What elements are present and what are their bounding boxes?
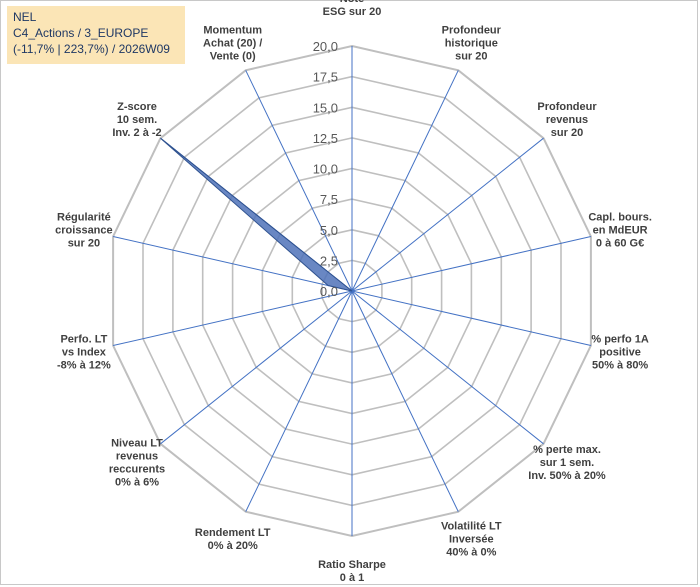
category-label-line: revenus xyxy=(116,451,158,463)
category-label: % perte max. sur 1 sem. Inv. 50% à 20% xyxy=(528,444,606,482)
category-label-line: Achat (20) / xyxy=(203,38,262,50)
category-label-line: Note xyxy=(340,0,364,5)
category-label-line: Profondeur xyxy=(442,25,502,37)
category-label-line: Inv. 50% à 20% xyxy=(528,470,606,482)
category-label-line: Momentum xyxy=(203,25,262,37)
title-line-1: NEL xyxy=(13,10,37,24)
category-label: Momentum Achat (20) / Vente (0) xyxy=(203,25,262,63)
title-line-3: (-11,7% | 223,7%) / 2026W09 xyxy=(13,42,170,56)
category-label-line: Ratio Sharpe xyxy=(318,559,386,571)
series-area xyxy=(160,137,353,292)
category-label-line: en MdEUR xyxy=(593,224,648,236)
category-label-line: Inv. 2 à -2 xyxy=(112,127,161,139)
category-label-line: croissance xyxy=(55,224,112,236)
category-label: NoteESG sur 20 xyxy=(323,0,382,18)
category-label: Z-score 10 sem. Inv. 2 à -2 xyxy=(112,101,161,139)
tick-label: 5,0 xyxy=(320,223,338,238)
category-label-line: Capl. bours. xyxy=(588,211,652,223)
category-label-line: 40% à 0% xyxy=(446,546,496,558)
category-label: Volatilité LT Inversée 40% à 0% xyxy=(441,520,502,558)
category-label: Niveau LT revenus reccurents 0% à 6% xyxy=(109,438,165,489)
axis-spoke xyxy=(245,70,353,292)
radar-series xyxy=(160,137,353,292)
tick-label: 20,0 xyxy=(313,39,338,54)
category-label: Régularité croissance sur 20 xyxy=(55,211,112,249)
category-label-line: 0 à 60 G€ xyxy=(596,237,644,249)
category-label-line: Rendement LT xyxy=(195,527,271,539)
category-label-line: -8% à 12% xyxy=(57,360,111,372)
category-label-line: Vente (0) xyxy=(210,51,256,63)
tick-label: 15,0 xyxy=(313,100,338,115)
category-label: Perfo. LT vs Index -8% à 12% xyxy=(57,334,111,372)
category-label: Profondeur revenus sur 20 xyxy=(537,101,597,139)
category-label-line: revenus xyxy=(546,114,588,126)
radial-tick-labels: 0,0 2,5 5,0 7,5 10,0 12,5 15,0 17,5 20,0 xyxy=(313,39,338,299)
tick-label: 7,5 xyxy=(320,192,338,207)
axis-spoke xyxy=(112,290,353,346)
category-label-line: % perte max. xyxy=(533,444,601,456)
category-label-line: positive xyxy=(599,347,641,359)
category-label-line: reccurents xyxy=(109,464,165,476)
category-label-line: Z-score xyxy=(117,101,157,113)
category-label-line: 50% à 80% xyxy=(592,360,648,372)
title-line-2: C4_Actions / 3_EUROPE xyxy=(13,26,149,40)
category-label-line: 0% à 20% xyxy=(208,540,258,552)
category-label-line: sur 20 xyxy=(68,237,100,249)
tick-label: 0,0 xyxy=(320,284,338,299)
tick-label: 12,5 xyxy=(313,131,338,146)
axis-spoke xyxy=(351,236,592,292)
axis-spoke xyxy=(160,290,353,445)
axis-spoke xyxy=(351,290,459,512)
axis-spoke xyxy=(351,70,459,292)
tick-label: 17,5 xyxy=(313,70,338,85)
category-label: Capl. bours. en MdEUR 0 à 60 G€ xyxy=(588,211,652,249)
axis-spoke xyxy=(351,137,544,292)
tick-label: 2,5 xyxy=(320,253,338,268)
tick-label: 10,0 xyxy=(313,162,338,177)
category-label-line: Volatilité LT xyxy=(441,520,502,532)
axis-spoke xyxy=(245,290,353,512)
category-label-line: sur 20 xyxy=(551,127,583,139)
category-label: Rendement LT 0% à 20% xyxy=(195,527,271,552)
category-label-line: % perfo 1A xyxy=(591,334,649,346)
category-label-line: vs Index xyxy=(62,347,107,359)
axis-spoke xyxy=(112,236,353,292)
category-label-line: 0 à 1 xyxy=(340,572,364,584)
category-label-line: Régularité xyxy=(57,211,111,223)
category-label-line: historique xyxy=(445,38,498,50)
category-label-line: Profondeur xyxy=(537,101,597,113)
category-label-line: 0% à 6% xyxy=(115,477,159,489)
category-label-line: Perfo. LT xyxy=(60,334,107,346)
category-label: Ratio Sharpe 0 à 1 xyxy=(318,559,386,584)
category-label-line: sur 1 sem. xyxy=(540,457,594,469)
category-label-line: sur 20 xyxy=(455,51,487,63)
category-label-line: Niveau LT xyxy=(111,438,163,450)
axis-spoke xyxy=(351,290,544,445)
category-label-line: ESG sur 20 xyxy=(323,6,382,18)
category-label-line: 10 sem. xyxy=(117,114,157,126)
category-label: Profondeur historique sur 20 xyxy=(442,25,502,63)
category-label: % perfo 1A positive 50% à 80% xyxy=(591,334,649,372)
category-label-line: Inversée xyxy=(449,533,494,545)
axis-spoke xyxy=(351,290,592,346)
chart-title-box: NEL C4_Actions / 3_EUROPE (-11,7% | 223,… xyxy=(7,6,185,64)
